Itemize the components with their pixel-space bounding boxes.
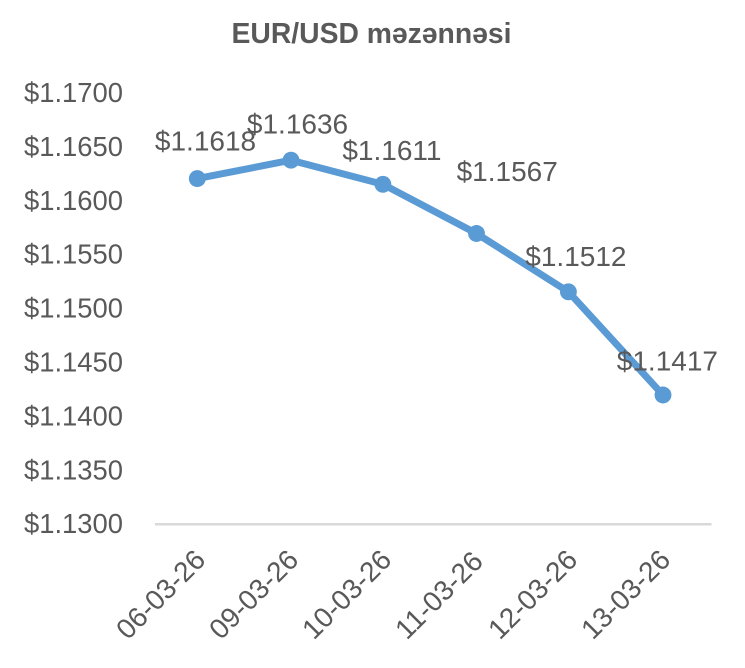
svg-text:$1.1400: $1.1400 xyxy=(24,400,123,431)
svg-text:$1.1550: $1.1550 xyxy=(24,239,123,270)
svg-text:$1.1600: $1.1600 xyxy=(24,185,123,216)
svg-text:$1.1512: $1.1512 xyxy=(525,241,626,272)
svg-text:$1.1611: $1.1611 xyxy=(342,135,441,166)
svg-text:$1.1636: $1.1636 xyxy=(247,108,348,139)
svg-text:$1.1650: $1.1650 xyxy=(24,131,123,162)
svg-text:$1.1700: $1.1700 xyxy=(24,77,123,108)
svg-text:$1.1500: $1.1500 xyxy=(24,293,123,324)
svg-text:$1.1417: $1.1417 xyxy=(617,345,718,376)
svg-text:$1.1350: $1.1350 xyxy=(24,454,123,485)
svg-text:$1.1450: $1.1450 xyxy=(24,347,123,378)
svg-text:EUR/USD məzənnəsi: EUR/USD məzənnəsi xyxy=(232,17,512,49)
svg-text:$1.1300: $1.1300 xyxy=(24,508,123,539)
svg-text:$1.1567: $1.1567 xyxy=(457,156,558,187)
svg-text:$1.1618: $1.1618 xyxy=(155,125,256,156)
